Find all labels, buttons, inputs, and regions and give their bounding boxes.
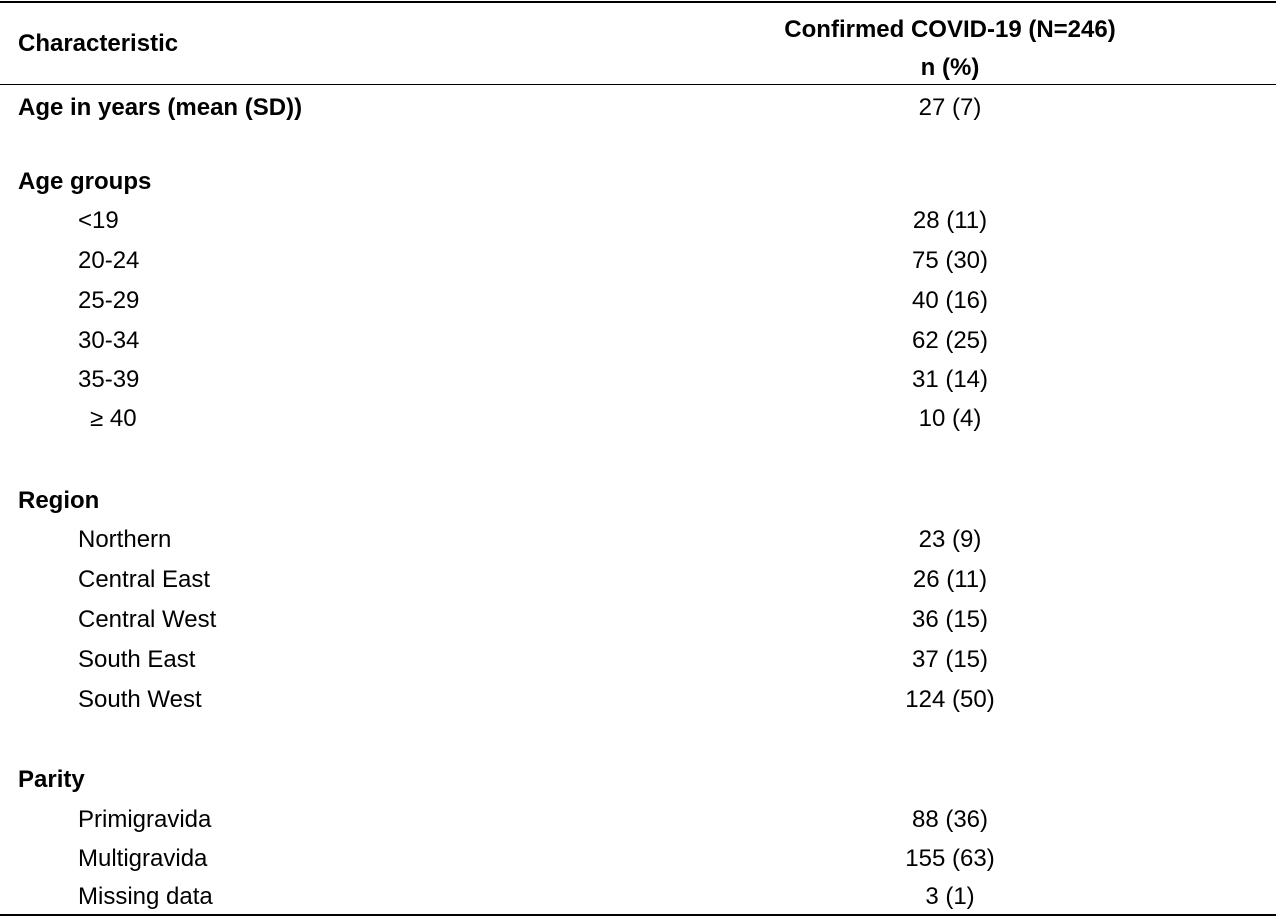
row-value: 124 (50) xyxy=(905,686,995,713)
row-label: 25-29 xyxy=(78,287,140,314)
row-value: 40 (16) xyxy=(911,287,989,314)
table-row: Multigravida 155 (63) xyxy=(0,841,1280,877)
row-value: 36 (15) xyxy=(911,606,989,633)
table-row: Age in years (mean (SD)) 27 (7) xyxy=(0,90,1280,126)
table-row: Missing data 3 (1) xyxy=(0,879,1280,915)
table-top-rule xyxy=(0,1,1276,3)
table-row: 35-39 31 (14) xyxy=(0,362,1280,398)
table-row: Central East 26 (11) xyxy=(0,562,1280,598)
row-label: 30-34 xyxy=(78,327,140,354)
row-value: 155 (63) xyxy=(905,845,995,872)
row-label: Central West xyxy=(78,606,217,633)
header-column-unit: n (%) xyxy=(920,54,980,81)
table-bottom-rule xyxy=(0,914,1276,916)
row-label: Age in years (mean (SD)) xyxy=(18,94,303,121)
table-row: 25-29 40 (16) xyxy=(0,283,1280,319)
row-label: 20-24 xyxy=(78,247,140,274)
section-label: Region xyxy=(18,487,100,514)
table-row: 30-34 62 (25) xyxy=(0,323,1280,359)
row-value: 26 (11) xyxy=(912,566,988,593)
row-value: 10 (4) xyxy=(918,405,982,432)
row-label: ≥ 40 xyxy=(90,405,137,432)
row-value: 62 (25) xyxy=(911,327,989,354)
header-characteristic: Characteristic xyxy=(18,30,179,57)
header-column-title: Confirmed COVID-19 (N=246) xyxy=(784,16,1116,43)
row-value: 88 (36) xyxy=(911,806,989,833)
section-heading-parity: Parity xyxy=(0,762,1280,798)
table-row: Central West 36 (15) xyxy=(0,602,1280,638)
row-label: South East xyxy=(78,646,196,673)
table-row: Northern 23 (9) xyxy=(0,522,1280,558)
table-row: <19 28 (11) xyxy=(0,203,1280,239)
row-value: 27 (7) xyxy=(918,94,982,121)
table-header-rule xyxy=(0,84,1276,85)
section-heading-age-groups: Age groups xyxy=(0,164,1280,200)
table-row: South East 37 (15) xyxy=(0,642,1280,678)
row-value: 3 (1) xyxy=(925,883,975,910)
section-heading-region: Region xyxy=(0,483,1280,519)
row-value: 37 (15) xyxy=(911,646,989,673)
row-value: 23 (9) xyxy=(918,526,982,553)
row-value: 31 (14) xyxy=(911,366,989,393)
table-row: South West 124 (50) xyxy=(0,682,1280,718)
section-label: Parity xyxy=(18,766,85,793)
row-label: Missing data xyxy=(78,883,213,910)
table-row: 20-24 75 (30) xyxy=(0,243,1280,279)
row-label: Multigravida xyxy=(78,845,208,872)
row-label: 35-39 xyxy=(78,366,140,393)
section-label: Age groups xyxy=(18,168,152,195)
table-row: Primigravida 88 (36) xyxy=(0,802,1280,838)
row-value: 28 (11) xyxy=(912,207,988,234)
row-label: South West xyxy=(78,686,202,713)
row-label: <19 xyxy=(78,207,119,234)
row-label: Primigravida xyxy=(78,806,212,833)
table-row: ≥ 40 10 (4) xyxy=(0,401,1280,437)
row-label: Northern xyxy=(78,526,172,553)
row-value: 75 (30) xyxy=(911,247,989,274)
row-label: Central East xyxy=(78,566,211,593)
